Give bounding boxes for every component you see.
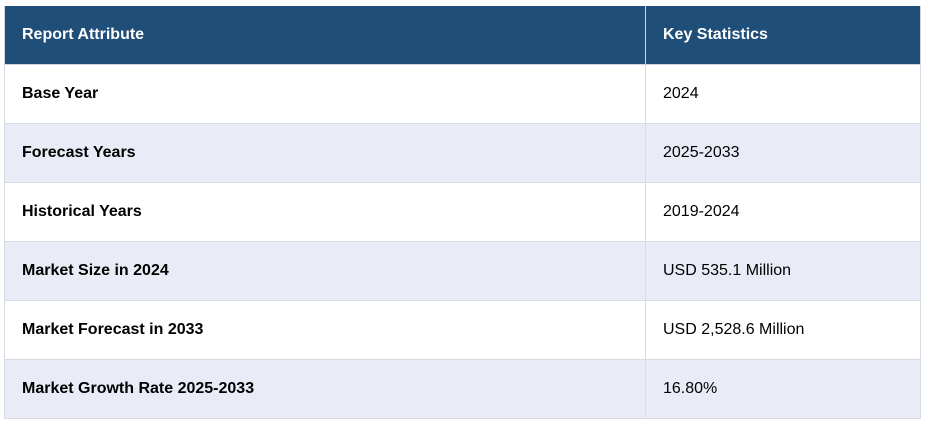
value-cell: 2025-2033 <box>645 123 921 183</box>
attribute-cell: Base Year <box>4 64 646 124</box>
table-body: Base Year 2024 Forecast Years 2025-2033 … <box>4 64 921 419</box>
attribute-cell: Market Size in 2024 <box>4 241 646 301</box>
table-row: Historical Years 2019-2024 <box>4 182 921 242</box>
value-cell: USD 535.1 Million <box>645 241 921 301</box>
header-report-attribute: Report Attribute <box>4 6 646 65</box>
report-statistics-table: Report Attribute Key Statistics Base Yea… <box>4 6 921 419</box>
value-cell: 2024 <box>645 64 921 124</box>
table-row: Market Growth Rate 2025-2033 16.80% <box>4 359 921 419</box>
table-row: Market Forecast in 2033 USD 2,528.6 Mill… <box>4 300 921 360</box>
attribute-cell: Market Forecast in 2033 <box>4 300 646 360</box>
header-key-statistics: Key Statistics <box>645 6 921 65</box>
table-row: Forecast Years 2025-2033 <box>4 123 921 183</box>
value-cell: USD 2,528.6 Million <box>645 300 921 360</box>
table-row: Base Year 2024 <box>4 64 921 124</box>
value-cell: 16.80% <box>645 359 921 419</box>
header-row: Report Attribute Key Statistics <box>4 6 921 65</box>
attribute-cell: Historical Years <box>4 182 646 242</box>
attribute-cell: Forecast Years <box>4 123 646 183</box>
table-row: Market Size in 2024 USD 535.1 Million <box>4 241 921 301</box>
value-cell: 2019-2024 <box>645 182 921 242</box>
table-header: Report Attribute Key Statistics <box>4 6 921 65</box>
attribute-cell: Market Growth Rate 2025-2033 <box>4 359 646 419</box>
